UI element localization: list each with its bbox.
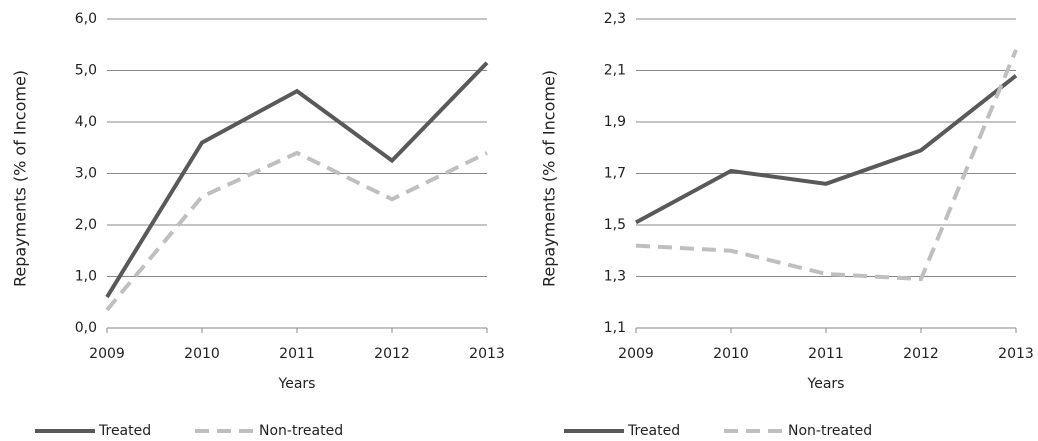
y-tick-label: 1,7 [604, 166, 626, 182]
x-axis-label: Years [807, 376, 845, 392]
legend-label: Non-treated [259, 423, 343, 439]
y-tick-label: 2,0 [75, 217, 97, 233]
y-tick-label: 2,3 [604, 11, 626, 27]
y-tick-label: 2,1 [604, 63, 626, 79]
series-line [105, 61, 489, 299]
x-tick-label: 2012 [903, 346, 939, 362]
x-tick-label: 2013 [469, 346, 505, 362]
x-tick-label: 2011 [808, 346, 844, 362]
legend-label: Treated [627, 423, 680, 439]
x-tick-label: 2011 [279, 346, 315, 362]
y-tick-label: 1,0 [75, 269, 97, 285]
series-line [635, 74, 1018, 225]
legend-label: Treated [98, 423, 151, 439]
y-tick-label: 5,0 [75, 63, 97, 79]
y-tick-label: 4,0 [75, 114, 97, 130]
y-tick-label: 1,5 [604, 217, 626, 233]
x-tick-label: 2009 [618, 346, 654, 362]
y-tick-label: 1,9 [604, 114, 626, 130]
y-tick-label: 3,0 [75, 166, 97, 182]
series-line [105, 150, 488, 312]
y-tick-label: 1,3 [604, 269, 626, 285]
x-tick-label: 2012 [374, 346, 410, 362]
x-tick-label: 2009 [89, 346, 125, 362]
y-axis-label: Repayments (% of Income) [11, 70, 30, 287]
x-tick-label: 2010 [184, 346, 220, 362]
legend-label: Non-treated [788, 423, 872, 439]
y-tick-label: 6,0 [75, 11, 97, 27]
y-axis-label: Repayments (% of Income) [540, 70, 559, 287]
series-line [635, 49, 1018, 282]
x-axis-label: Years [278, 376, 316, 392]
x-tick-label: 2010 [713, 346, 749, 362]
y-tick-label: 1,1 [604, 320, 626, 336]
y-tick-label: 0,0 [75, 320, 97, 336]
x-tick-label: 2013 [998, 346, 1034, 362]
